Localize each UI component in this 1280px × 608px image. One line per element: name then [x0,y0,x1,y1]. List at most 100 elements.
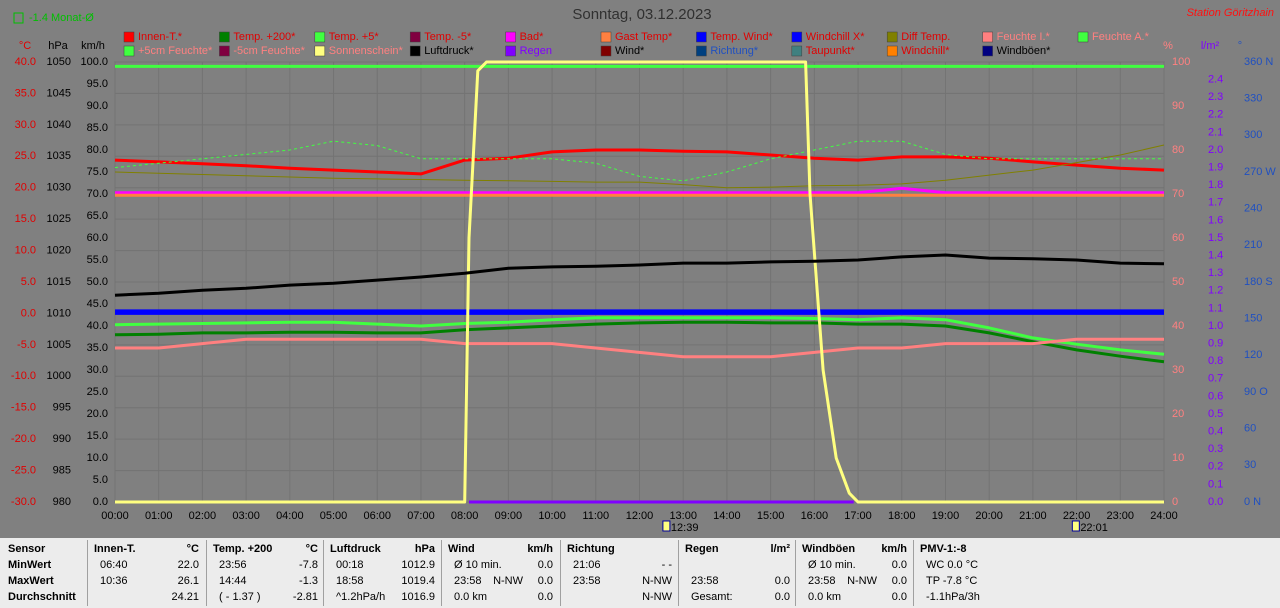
y-tick-label: 995 [53,402,71,414]
cell: N-NW [493,575,523,587]
legend-label: Feuchte A.* [1092,31,1150,43]
legend-label: -5cm Feuchte* [233,45,305,57]
y-tick-label: 300 [1244,129,1262,141]
series-line [114,144,1165,189]
row-label: Sensor [8,543,46,555]
cell: 21:06 [573,559,601,571]
legend-label: +5cm Feuchte* [138,45,213,57]
cell: 23:58 [454,575,482,587]
legend-swatch [982,31,993,43]
annotation-label: 22:01 [1080,522,1108,534]
y-tick-label: 70.0 [87,188,108,200]
y-tick-label: 40 [1172,320,1184,332]
x-tick-label: 21:00 [1019,510,1047,522]
y-tick-label: 0.0 [1208,496,1223,508]
cell: 06:40 [100,559,128,571]
cell: N-NW [642,591,672,603]
x-tick-label: 12:00 [626,510,654,522]
column-unit: °C [186,543,199,555]
y-tick-label: 35.0 [87,342,108,354]
cell: 1012.9 [401,559,435,571]
x-tick-label: 14:00 [713,510,741,522]
y-tick-label: 30 [1244,459,1256,471]
y-tick-label: 1010 [47,307,71,319]
chart: Sonntag, 03.12.2023 Station Göritzhain -… [11,6,1276,534]
legend-label: Feuchte I.* [997,31,1051,43]
cell: -7.8 [299,559,318,571]
cell: Gesamt: [691,591,733,603]
y-tick-label: 1.6 [1208,214,1223,226]
legend-swatch [314,45,326,57]
y-tick-label: 5.0 [93,474,108,486]
x-tick-label: 03:00 [232,510,260,522]
axis-unit: % [1163,40,1173,52]
y-tick-label: 0.2 [1208,461,1223,473]
chart-title: Sonntag, 03.12.2023 [572,6,711,23]
cell: 23:56 [219,559,247,571]
y-tick-label: 30.0 [87,364,108,376]
legend-swatch [696,31,707,43]
y-tick-label: 1005 [47,339,71,351]
legend-label: Windchill* [901,45,950,57]
column-separator [913,540,914,606]
legend-swatch [123,45,135,57]
y-tick-label: 1.9 [1208,162,1223,174]
y-tick-label: 270 W [1244,166,1276,178]
y-tick-label: 120 [1244,349,1262,361]
y-tick-label: 330 [1244,93,1262,105]
cell: WC 0.0 °C [926,559,979,571]
y-tick-label: -10.0 [11,370,36,382]
column-header: Regen [685,543,719,555]
y-tick-label: 0.6 [1208,390,1223,402]
x-tick-label: 07:00 [407,510,435,522]
column-unit: km/h [527,543,553,555]
legend-label: Sonnenschein* [329,45,404,57]
y-tick-label: 0.9 [1208,338,1223,350]
legend-swatch [791,31,803,43]
x-tick-label: 13:00 [669,510,697,522]
series-line [115,186,1164,195]
summary-table: Sensor MinWert MaxWert Durchschnitt Innen-T.… [0,538,1280,608]
y-tick-label: 1.4 [1208,250,1223,262]
cell: 0.0 [537,591,553,603]
cell: 0.0 [537,559,553,571]
column-separator [87,540,88,606]
legend-swatch [600,45,612,57]
cell: N-NW [847,575,877,587]
y-tick-label: 0.3 [1208,443,1223,455]
y-tick-label: 1.3 [1208,267,1223,279]
legend-swatch [982,45,993,57]
y-tick-label: 980 [53,496,71,508]
y-tick-label: 40.0 [87,320,108,332]
y-tick-label: 2.1 [1208,126,1223,138]
y-tick-label: 25.0 [87,386,108,398]
x-tick-label: 17:00 [844,510,872,522]
y-tick-label: 0.5 [1208,408,1223,420]
column-separator [560,540,561,606]
y-tick-label: 10.0 [87,452,108,464]
column-separator [206,540,207,606]
y-tick-label: 65.0 [87,210,108,222]
cell: 0.0 [891,575,907,587]
axis-unit: km/h [81,40,105,52]
cell: 0.0 km [454,591,488,603]
annotation-icon [662,520,671,532]
y-tick-label: 45.0 [87,298,108,310]
legend-swatch [791,45,803,57]
series-line [115,60,1164,504]
y-tick-label: 75.0 [87,166,108,178]
y-tick-label: 15.0 [87,430,108,442]
series-line [114,148,1165,176]
cell: Ø 10 min. [454,559,502,571]
y-tick-label: 1.7 [1208,197,1223,209]
legend-swatch [696,45,707,57]
cell: N-NW [642,575,672,587]
legend-label: Wind* [615,45,645,57]
column-unit: hPa [414,543,435,555]
x-tick-label: 16:00 [801,510,829,522]
y-tick-label: 85.0 [87,122,108,134]
y-tick-label: 1.8 [1208,179,1223,191]
station-name: Station Göritzhain [1187,7,1274,19]
legend-label: Temp. Wind* [710,31,773,43]
cell: 1016.9 [401,591,435,603]
